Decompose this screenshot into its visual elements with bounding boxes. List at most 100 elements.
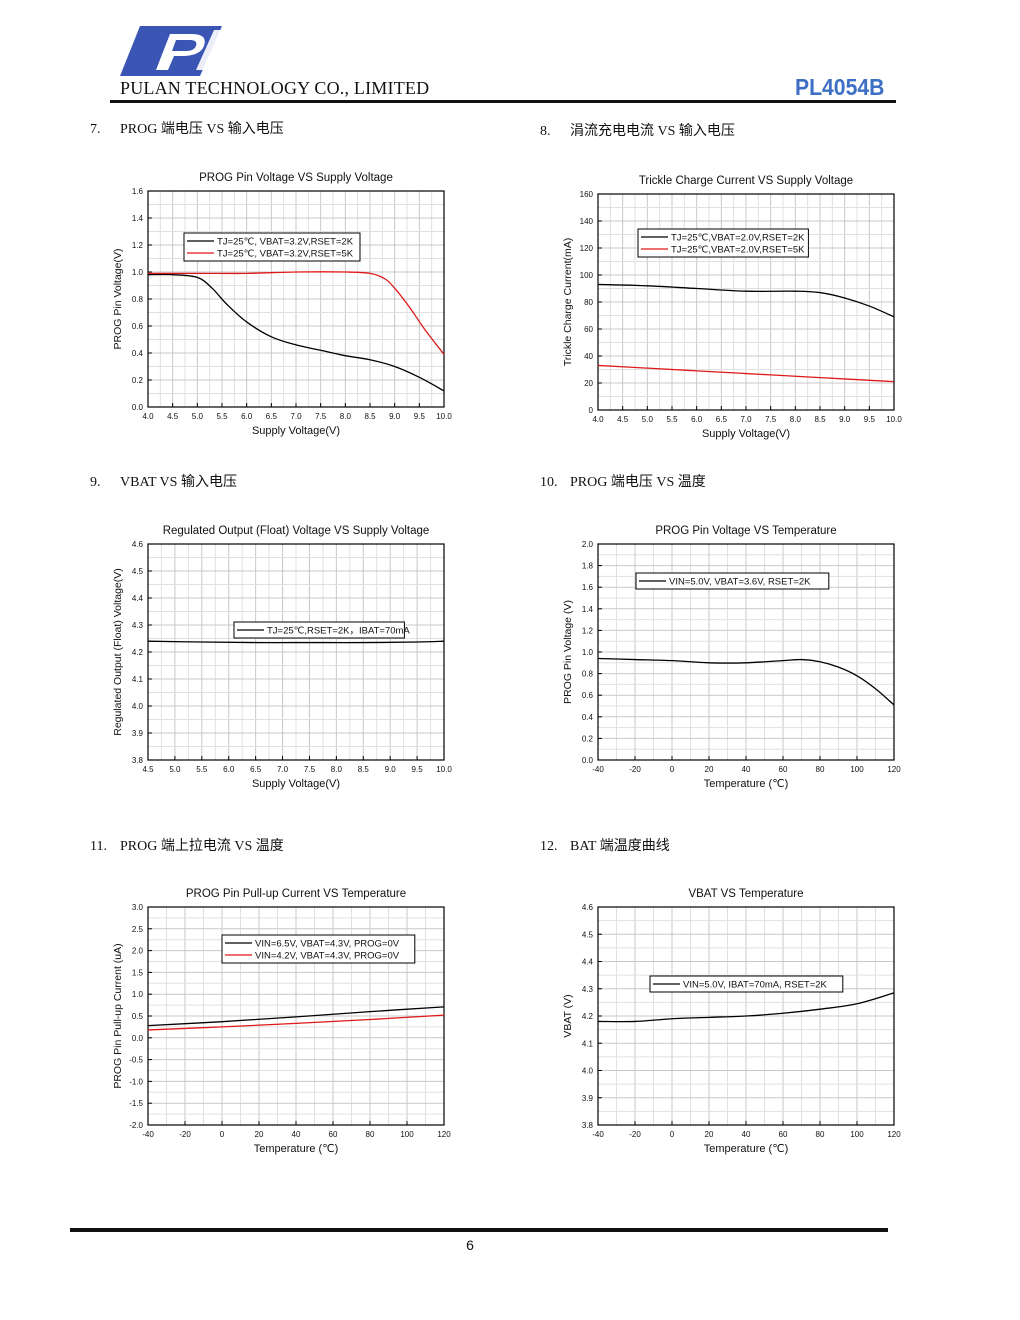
y-tick-label: 0.2 [582,734,594,743]
x-tick-label: 120 [887,765,901,774]
section-title: 涓流充电电流 VS 输入电压 [570,124,735,139]
section-number: 7. [90,122,101,137]
x-tick-label: 9.0 [389,412,401,421]
company-name: PULAN TECHNOLOGY CO., LIMITED [120,78,430,98]
section-heading-10: 10. PROG 端电压 VS 温度 [540,471,706,491]
legend-entry: VIN=5.0V, VBAT=3.6V, RSET=2K [669,577,811,588]
y-tick-label: -1.0 [129,1077,143,1086]
y-tick-label: -0.5 [129,1056,143,1065]
y-tick-label: 140 [580,217,594,226]
chart-title: PROG Pin Pull-up Current VS Temperature [186,888,406,900]
chart-legend: VIN=5.0V, VBAT=3.6V, RSET=2K [635,572,830,590]
y-tick-label: 0 [589,406,594,415]
section-heading-12: 12. BAT 端温度曲线 [540,835,670,855]
y-tick-label: 4.3 [132,621,144,630]
pulan-logo-icon [120,26,222,76]
legend-box [649,975,844,993]
y-tick-label: 0.8 [582,670,594,679]
x-tick-label: 7.0 [277,765,289,774]
x-tick-label: 5.0 [169,765,181,774]
x-tick-label: 5.5 [196,765,208,774]
y-tick-label: 4.0 [582,1067,594,1076]
x-tick-label: 6.0 [223,765,235,774]
x-axis-label: Temperature (℃) [254,1143,339,1155]
y-axis-label: VBAT (V) [562,994,574,1037]
x-tick-label: 4.5 [142,765,154,774]
chart-title: Regulated Output (Float) Voltage VS Supp… [163,525,430,537]
chart-title: PROG Pin Voltage VS Temperature [655,525,836,537]
legend-entry: TJ=25℃, VBAT=3.2V,RSET=5K [217,249,354,260]
section-number: 10. [540,475,558,490]
y-tick-label: 40 [584,352,593,361]
chart-svg: VBAT VS Temperature -40 -20 0 20 40 60 80 100 120… [562,888,901,1155]
chart-prog-voltage-vs-temperature: PROG Pin Voltage VS Temperature -40 -20 0 20… [548,522,908,805]
x-tick-label: 4.5 [167,412,179,421]
x-tick-label: 100 [850,765,864,774]
page-number: 6 [466,1237,474,1253]
y-axis-label: PROG Pin Pull-up Current (uA) [112,943,124,1088]
y-tick-label: 4.0 [132,702,144,711]
y-tick-label: 1.6 [132,187,144,196]
x-tick-label: -20 [629,765,641,774]
x-tick-label: 6.5 [266,412,278,421]
x-tick-label: 20 [705,765,714,774]
chart-pullup-current-vs-temperature: PROG Pin Pull-up Current VS Temperature -… [98,885,458,1170]
x-tick-label: 80 [366,1130,375,1139]
x-tick-label: 9.5 [414,412,426,421]
y-tick-label: 0.6 [582,691,594,700]
y-tick-label: 4.4 [132,594,144,603]
x-axis-label: Supply Voltage(V) [702,428,790,440]
y-tick-label: 4.2 [132,648,144,657]
series-line-1 [597,657,895,706]
y-axis-label: Trickle Charge Current(mA) [562,238,574,367]
x-tick-label: 5.5 [216,412,228,421]
y-tick-label: 3.9 [132,729,144,738]
plot-frame [597,543,895,761]
x-tick-label: -40 [142,1130,154,1139]
x-tick-label: 5.0 [642,415,654,424]
x-tick-label: 8.5 [358,765,370,774]
x-tick-label: 9.0 [385,765,397,774]
y-axis-label: PROG Pin Voltage(V) [112,249,124,350]
legend-entry: VIN=5.0V, IBAT=70mA, RSET=2K [683,980,828,991]
x-tick-label: 60 [329,1130,338,1139]
x-tick-label: 8.0 [790,415,802,424]
legend-box [635,572,830,590]
chart-svg: PROG Pin Pull-up Current VS Temperature -… [112,888,451,1155]
legend-box [221,934,416,964]
plot-frame [597,193,895,411]
x-tick-label: 10.0 [436,412,452,421]
chart-trickle-current-vs-supply: Trickle Charge Current VS Supply Voltage… [548,172,908,455]
x-tick-label: 4.0 [142,412,154,421]
x-tick-label: 40 [292,1130,301,1139]
series-line-1 [597,992,895,1023]
y-axis-label: PROG Pin Voltage (V) [562,600,574,704]
x-tick-label: 40 [742,765,751,774]
x-tick-label: 100 [850,1130,864,1139]
x-tick-label: 10.0 [436,765,452,774]
x-tick-label: 60 [779,765,788,774]
series-line-1 [147,640,445,644]
y-tick-label: 0.4 [132,349,144,358]
x-tick-label: 4.0 [592,415,604,424]
company-logo [118,22,226,80]
x-tick-label: 20 [255,1130,264,1139]
y-tick-label: 1.8 [582,562,594,571]
model-number: PL4054B [795,74,885,100]
x-tick-label: 9.5 [412,765,424,774]
y-tick-label: 4.6 [582,903,594,912]
x-tick-label: 10.0 [886,415,902,424]
x-tick-label: 7.5 [765,415,777,424]
x-tick-label: 5.0 [192,412,204,421]
chart-legend: VIN=5.0V, IBAT=70mA, RSET=2K [649,975,844,993]
chart-title: Trickle Charge Current VS Supply Voltage [639,175,853,187]
x-tick-label: 8.5 [814,415,826,424]
section-title: PROG 端电压 VS 温度 [570,475,706,490]
x-tick-label: 9.5 [864,415,876,424]
y-tick-label: -1.5 [129,1099,143,1108]
section-title: PROG 端电压 VS 输入电压 [120,122,284,137]
section-heading-9: 9. VBAT VS 输入电压 [90,471,237,491]
x-tick-label: 120 [437,1130,451,1139]
x-axis-label: Temperature (℃) [704,778,789,790]
